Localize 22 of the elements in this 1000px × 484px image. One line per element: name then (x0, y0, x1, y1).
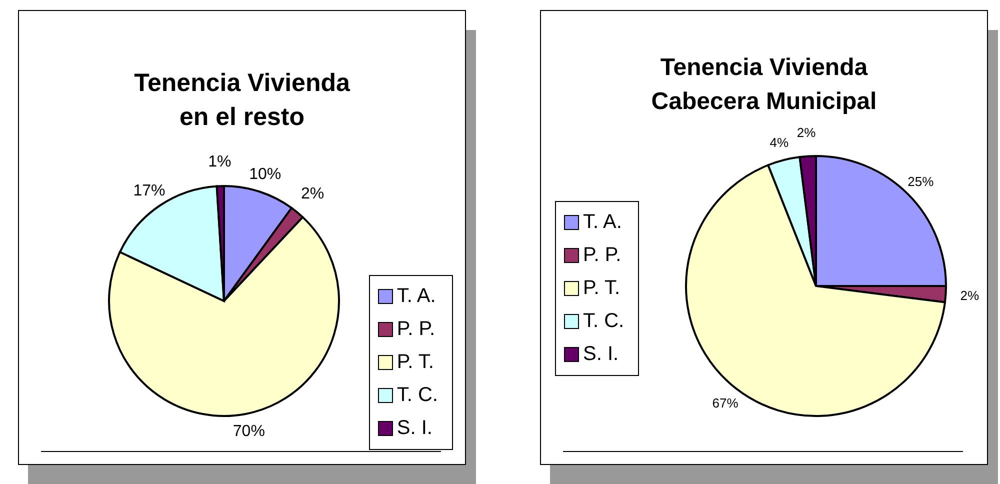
data-label: 67% (712, 395, 739, 410)
legend-label: S. I. (583, 342, 619, 367)
legend-label: T. A. (583, 210, 622, 235)
data-label: 4% (770, 135, 790, 150)
legend-label: P. T. (396, 350, 434, 375)
chart-title: Tenencia Vivienda Cabecera Municipal (650, 53, 878, 117)
data-label: 70% (232, 423, 265, 440)
legend-label: T. C. (396, 383, 438, 408)
data-label: 10% (249, 166, 282, 184)
legend-label: T. C. (583, 309, 624, 334)
data-label: 2% (301, 185, 324, 202)
data-label: 2% (796, 124, 816, 140)
data-label: 17% (133, 182, 166, 200)
legend-label: P. T. (583, 276, 620, 301)
data-label: 25% (908, 174, 934, 189)
data-label: 1% (208, 154, 232, 171)
legend-label: T. A. (396, 284, 436, 309)
data-label: 2% (960, 288, 980, 304)
legend-label: P. P. (396, 317, 436, 342)
chart-title: Tenencia Vivienda en el resto (133, 68, 351, 133)
legend-label: P. P. (583, 243, 622, 268)
legend-label: S. I. (396, 416, 432, 441)
